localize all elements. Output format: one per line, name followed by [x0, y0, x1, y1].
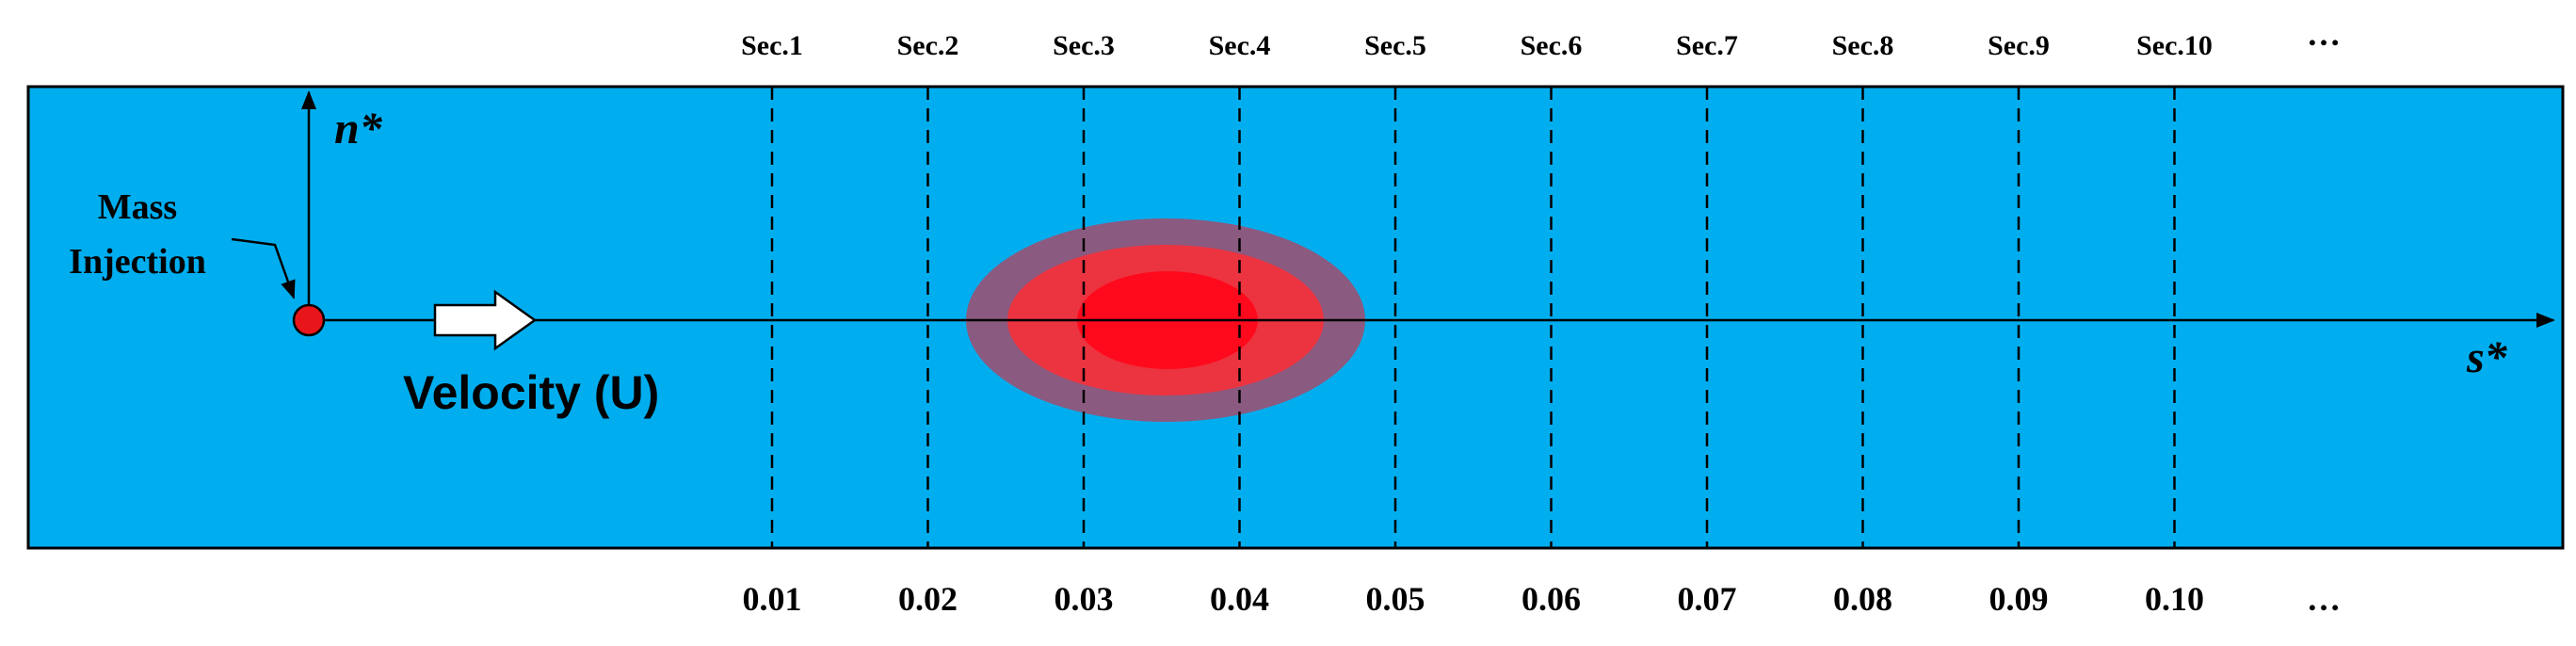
section-value-7: 0.07	[1678, 580, 1737, 618]
section-label-9: Sec.9	[1988, 30, 2050, 61]
injection-point-icon	[292, 303, 326, 337]
velocity-arrow-icon	[433, 289, 538, 351]
section-value-4: 0.04	[1210, 580, 1269, 618]
injection-pointer	[231, 237, 296, 299]
section-label-10: Sec.10	[2136, 30, 2213, 61]
top-ellipsis: …	[2307, 15, 2341, 53]
section-label-2: Sec.2	[897, 30, 959, 61]
section-value-6: 0.06	[1521, 580, 1581, 618]
section-label-6: Sec.6	[1521, 30, 1583, 61]
n-axis-label: n*	[334, 104, 383, 153]
section-value-1: 0.01	[743, 580, 802, 618]
injection-label-line1: Mass	[98, 187, 177, 227]
section-value-3: 0.03	[1055, 580, 1114, 618]
injection-label-line2: Injection	[69, 242, 206, 282]
section-value-9: 0.09	[1989, 580, 2049, 618]
section-bottom-labels: 0.01 0.02 0.03 0.04 0.05 0.06 0.07 0.08 0.09 0.10	[743, 580, 2205, 618]
section-value-10: 0.10	[2145, 580, 2204, 618]
section-lines	[770, 87, 2176, 548]
section-value-8: 0.08	[1833, 580, 1892, 618]
section-label-7: Sec.7	[1676, 30, 1738, 61]
section-value-2: 0.02	[898, 580, 958, 618]
section-label-1: Sec.1	[741, 30, 803, 61]
bottom-ellipsis: …	[2307, 580, 2341, 618]
section-label-8: Sec.8	[1832, 30, 1894, 61]
velocity-label: Velocity (U)	[403, 366, 659, 419]
s-axis-label: s*	[2466, 332, 2508, 382]
section-value-5: 0.05	[1366, 580, 1425, 618]
section-label-4: Sec.4	[1209, 30, 1271, 61]
section-label-5: Sec.5	[1364, 30, 1426, 61]
section-top-labels: Sec.1 Sec.2 Sec.3 Sec.4 Sec.5 Sec.6 Sec.7 Sec.8…	[741, 30, 2213, 61]
section-label-3: Sec.3	[1053, 30, 1115, 61]
